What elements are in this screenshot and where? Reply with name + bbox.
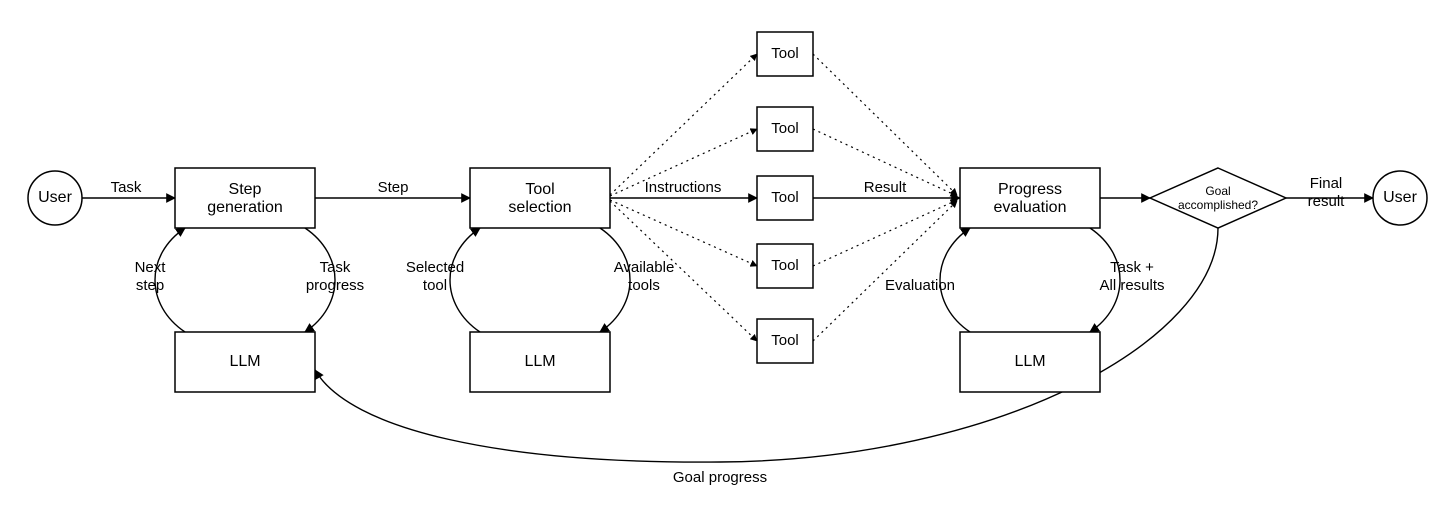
node-tool-3: Tool — [757, 176, 813, 220]
label-selected-tool-l1: Selected — [406, 259, 464, 276]
label-selected-tool-l2: tool — [423, 277, 447, 294]
label-task: Task — [111, 179, 142, 196]
flowchart-diagram: Task Step Instructions Result Final resu… — [0, 0, 1440, 527]
edge-tool5-progeval — [813, 201, 957, 341]
label-available-tools-l1: Available — [614, 259, 675, 276]
label-task-progress-l1: Task — [320, 259, 351, 276]
node-tool-1-label: Tool — [771, 45, 799, 62]
edge-tool4-progeval — [813, 200, 957, 266]
loop-progeval-llm3: Task + All results Evaluation — [885, 228, 1165, 332]
label-evaluation: Evaluation — [885, 277, 955, 294]
node-llm-1: LLM — [175, 332, 315, 392]
node-tool-selection-l2: selection — [508, 199, 571, 216]
node-user-end-label: User — [1383, 189, 1417, 206]
node-decision-l2: accomplished? — [1178, 198, 1258, 212]
node-progress-evaluation-l2: evaluation — [994, 199, 1067, 216]
label-goal-progress: Goal progress — [673, 469, 767, 486]
label-task-all-l1: Task + — [1110, 259, 1154, 276]
node-step-generation-l1: Step — [229, 181, 262, 198]
node-llm-2-label: LLM — [524, 353, 555, 370]
node-step-generation-l2: generation — [207, 199, 283, 216]
label-next-step-l1: Next — [135, 259, 167, 276]
loop-toolsel-llm2: Available tools Selected tool — [406, 228, 674, 332]
label-instructions: Instructions — [645, 179, 722, 196]
node-tool-1: Tool — [757, 32, 813, 76]
edge-toolsel-tool1 — [610, 54, 757, 195]
label-next-step-l2: step — [136, 277, 164, 294]
node-tool-selection-l1: Tool — [525, 181, 554, 198]
node-llm-2: LLM — [470, 332, 610, 392]
label-task-progress-l2: progress — [306, 277, 364, 294]
node-progress-evaluation-l1: Progress — [998, 181, 1062, 198]
edge-task: Task — [82, 179, 175, 198]
node-tool-2-label: Tool — [771, 120, 799, 137]
node-tool-5-label: Tool — [771, 332, 799, 349]
node-tool-2: Tool — [757, 107, 813, 151]
label-final-result-l1: Final — [1310, 175, 1343, 192]
label-step: Step — [378, 179, 409, 196]
edge-step: Step — [315, 179, 470, 198]
node-step-generation: Step generation — [175, 168, 315, 228]
node-decision-l1: Goal — [1205, 184, 1230, 198]
node-progress-evaluation: Progress evaluation — [960, 168, 1100, 228]
node-user-start: User — [28, 171, 82, 225]
node-decision: Goal accomplished? — [1150, 168, 1286, 228]
node-user-end: User — [1373, 171, 1427, 225]
node-llm-3: LLM — [960, 332, 1100, 392]
label-available-tools-l2: tools — [628, 277, 660, 294]
edge-final-result: Final result — [1286, 175, 1373, 210]
node-llm-3-label: LLM — [1014, 353, 1045, 370]
label-final-result-l2: result — [1308, 193, 1346, 210]
node-user-start-label: User — [38, 189, 72, 206]
node-tool-4-label: Tool — [771, 257, 799, 274]
label-task-all-l2: All results — [1099, 277, 1164, 294]
edge-toolsel-tool4 — [610, 200, 757, 266]
node-tool-3-label: Tool — [771, 189, 799, 206]
node-tool-5: Tool — [757, 319, 813, 363]
label-result: Result — [864, 179, 907, 196]
node-llm-1-label: LLM — [229, 353, 260, 370]
edge-tool1-progeval — [813, 54, 957, 195]
node-tool-selection: Tool selection — [470, 168, 610, 228]
node-tool-4: Tool — [757, 244, 813, 288]
loop-stepgen-llm1: Task progress Next step — [135, 228, 365, 332]
